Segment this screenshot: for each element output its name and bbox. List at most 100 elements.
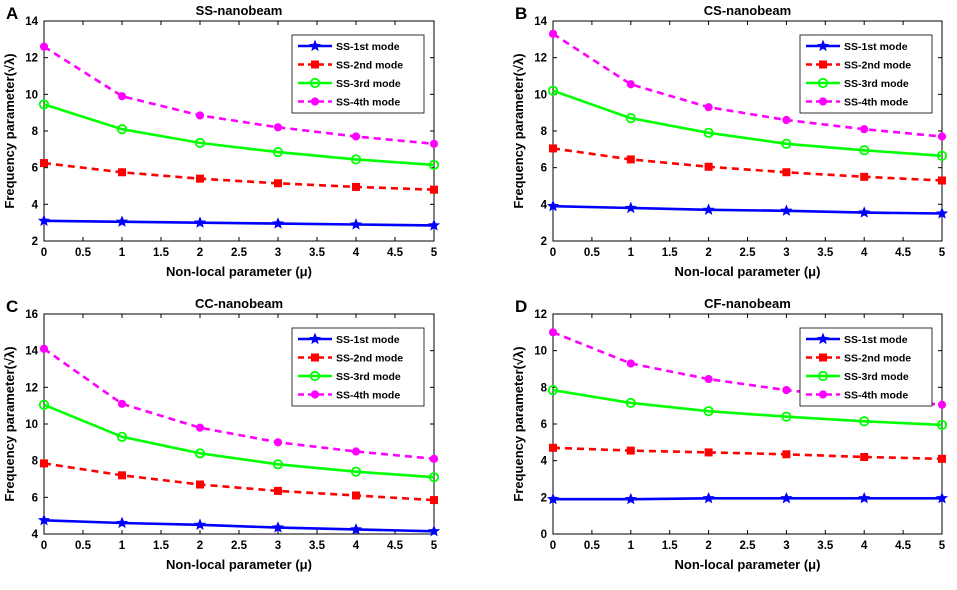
data-point [271,217,285,229]
data-point [626,359,635,368]
y-tick-label: 10 [25,89,38,101]
data-point [624,201,637,214]
series-line [43,45,435,146]
legend-label: SS-4th mode [844,390,908,402]
legend-label: SS-2nd mode [844,353,911,365]
legend-marker [308,332,322,345]
y-tick-label: 8 [32,456,39,468]
data-point [349,218,363,230]
series-4 [39,42,439,148]
data-point [860,172,869,181]
legend-marker [310,97,320,106]
data-point [781,138,792,149]
data-point [115,215,129,227]
series-line [553,496,942,501]
data-point [938,454,946,463]
y-tick-label: 2 [541,236,547,248]
x-tick-label: 1.5 [153,540,170,552]
data-point [859,145,870,156]
x-tick-label: 0 [550,540,556,552]
x-tick-label: 0 [41,247,47,259]
data-point [858,491,871,504]
x-tick-label: 5 [939,540,946,552]
data-point [782,385,791,395]
series-line [43,462,435,502]
series-line [552,204,943,215]
y-tick-label: 12 [25,382,38,394]
y-tick-label: 12 [25,53,38,65]
legend-marker [819,353,827,362]
data-point [860,453,869,461]
data-point [40,459,48,468]
x-tick-label: 3.5 [817,540,834,552]
y-tick-label: 8 [541,382,548,394]
data-point [117,399,127,408]
y-axis-label: Frequency parameter(√λ) [2,53,17,208]
y-tick-label: 16 [25,309,38,321]
x-tick-label: 4.5 [387,540,404,552]
x-tick-label: 0.5 [75,247,92,259]
data-point [351,132,361,141]
data-point [702,491,715,504]
legend-marker [818,390,828,399]
data-point [37,513,51,526]
legend-label: SS-3rd mode [844,78,909,90]
data-point [626,155,635,164]
chart-panel-C: C CC-nanobeam 0 0.5 1 1.5 2 2.5 3 3.5 4 4.5 5 4 6 8 10 12… [2,296,441,572]
series-2 [549,144,946,185]
legend-marker [311,60,319,69]
x-tick-label: 2.5 [740,247,757,259]
series-3 [38,99,440,171]
data-point [626,80,635,89]
legend: SS-1st mode SS-2nd mode SS-3rd mode SS-4th … [291,34,425,114]
x-tick-label: 4.5 [387,247,404,259]
data-point [625,397,636,409]
series-1 [546,199,949,219]
x-tick-label: 4.5 [895,247,912,259]
series-3 [38,399,440,483]
data-point [428,472,440,483]
chart-title: CS-nanobeam [704,3,791,18]
x-tick-label: 0.5 [584,540,601,552]
data-point [350,154,362,165]
data-point [38,399,50,410]
y-tick-label: 14 [534,16,547,28]
legend-marker [308,39,322,52]
data-point [703,127,714,138]
y-tick-label: 10 [25,419,38,431]
series-line [552,32,943,138]
x-tick-label: 4.5 [895,540,912,552]
legend-label: SS-1st mode [336,41,400,53]
legend-label: SS-2nd mode [336,60,403,72]
y-tick-label: 6 [32,163,38,175]
series-2 [549,443,946,463]
y-tick-label: 4 [541,199,548,211]
data-point [351,447,361,456]
series-1 [37,214,441,231]
x-tick-label: 2.5 [740,540,757,552]
series-line [552,388,943,427]
chart-panel-A: A SS-nanobeam 0 0.5 1 1.5 2 2.5 3 3.5 4 4.5 5 2 4 6 8 10 1… [2,3,441,279]
series-3 [547,384,948,431]
legend-label: SS-1st mode [844,41,908,53]
data-point [430,185,438,194]
data-point [352,182,360,191]
x-tick-label: 3 [783,247,789,259]
legend-label: SS-4th mode [336,97,400,109]
legend-marker [818,97,828,106]
legend-label: SS-2nd mode [336,353,403,365]
data-point [937,400,947,409]
chart-panel-D: D CF-nanobeam 0 0.5 1 1.5 2 2.5 3 3.5 4 4.5 5 0 2 4 6 8 10… [511,296,949,572]
legend-marker [817,77,829,89]
legend-marker [819,60,827,69]
x-tick-label: 2 [197,540,203,552]
series-line [43,519,435,533]
series-3 [547,85,948,161]
series-line [43,347,435,461]
y-tick-label: 6 [32,492,38,504]
x-tick-label: 2.5 [231,247,248,259]
data-point [116,431,128,442]
data-point [549,144,557,153]
y-tick-label: 12 [534,53,547,65]
x-tick-label: 3 [783,540,789,552]
